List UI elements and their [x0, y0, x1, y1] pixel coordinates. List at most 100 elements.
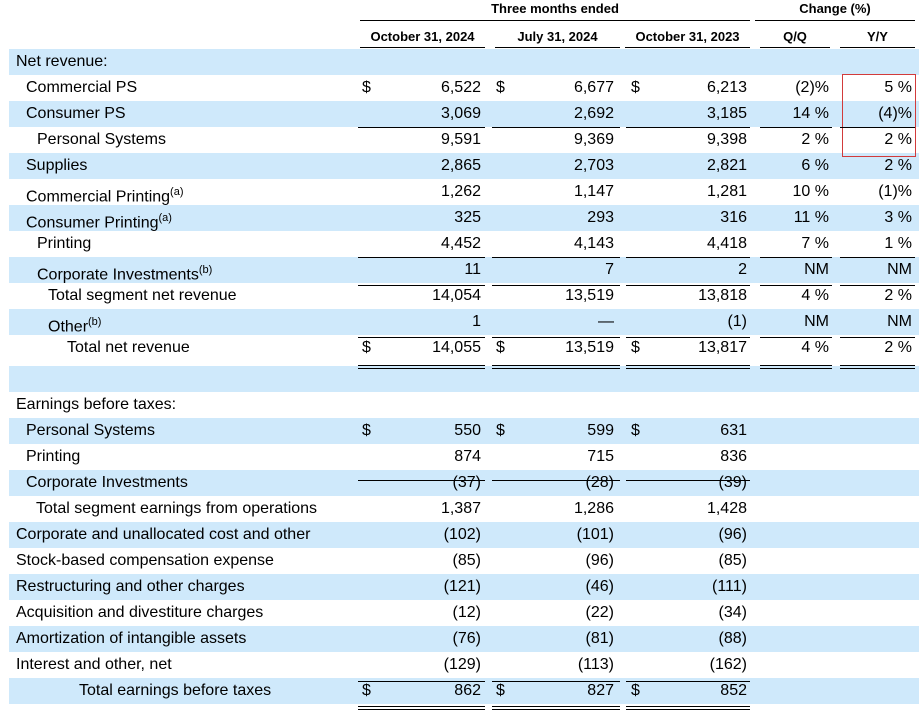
value-c3: (34)	[718, 604, 747, 621]
value-c1: 874	[454, 448, 481, 465]
footnote-marker: (a)	[158, 212, 172, 224]
section-spacer	[9, 366, 919, 392]
subtotal-rule-total-segment-4	[840, 337, 915, 338]
subtotal-rule-corporate-investments-2	[626, 285, 750, 286]
row-label: Commercial Printing(a)	[26, 179, 184, 205]
value-c1: 862	[454, 682, 481, 699]
col-header-yy: Y/Y	[867, 29, 888, 44]
value-c3: 9,398	[706, 131, 747, 148]
row-label-text: Personal Systems	[26, 422, 155, 439]
subtotal-rule-corporate-investments-1	[492, 285, 620, 286]
revenue-row-personal-systems: Personal Systems 9,591 9,369 9,398 2 % 2 %	[9, 127, 919, 153]
row-label: Total net revenue	[67, 335, 190, 361]
row-label: Supplies	[26, 153, 87, 179]
revenue-row-other: Other(b) 1 — (1) NM NM	[9, 309, 919, 335]
revenue-row-printing: Printing 4,452 4,143 4,418 7 % 1 %	[9, 231, 919, 257]
change-qq: 6 %	[801, 157, 829, 174]
value-c3: 6,213	[706, 79, 747, 96]
row-label: Consumer Printing(a)	[26, 205, 172, 231]
col-underline-3	[625, 47, 750, 48]
value-c1: (12)	[452, 604, 481, 621]
value-c3: 2	[738, 261, 747, 278]
yy-highlight-box	[842, 74, 916, 157]
dollar-sign: $	[496, 339, 505, 356]
row-label: Commercial PS	[26, 75, 137, 101]
change-yy: 2 %	[884, 287, 912, 304]
ebt-top-rule-0	[358, 681, 485, 682]
change-yy: NM	[887, 261, 912, 278]
value-c3: (39)	[718, 474, 747, 491]
value-c1: (121)	[443, 578, 481, 595]
value-c2: (113)	[577, 656, 614, 673]
subtotal-rule-total-segment-1	[492, 337, 620, 338]
row-label: Printing	[37, 231, 91, 257]
footnote-marker: (b)	[198, 264, 213, 276]
earnings-row-restructuring-and-other-charges: Restructuring and other charges (121) (46)…	[9, 574, 919, 600]
row-label: Restructuring and other charges	[16, 574, 245, 600]
value-c2: (101)	[576, 526, 614, 543]
value-c1: 1,387	[440, 500, 481, 517]
value-c3: 2,821	[706, 157, 747, 174]
change-qq: 11 %	[793, 209, 829, 226]
value-c1: (85)	[452, 552, 481, 569]
row-label-text: Printing	[26, 448, 81, 465]
value-c2: 13,519	[565, 339, 614, 356]
value-c3: (1)	[727, 313, 747, 330]
value-c2: (22)	[585, 604, 614, 621]
row-label-text: Restructuring and other charges	[16, 578, 245, 595]
row-label-text: Other	[48, 318, 89, 336]
change-qq: 2 %	[801, 131, 829, 148]
revenue-row-supplies: Supplies 2,865 2,703 2,821 6 % 2 %	[9, 153, 919, 179]
row-label-text: Amortization of intangible assets	[16, 630, 247, 647]
row-label: Acquisition and divestiture charges	[16, 600, 263, 626]
change-yy: 3 %	[884, 209, 912, 226]
earnings-row-acquisition-and-divestiture-charges: Acquisition and divestiture charges (12) (…	[9, 600, 919, 626]
row-label-text: Commercial Printing	[26, 188, 171, 206]
total-revenue-double-rule-4	[840, 365, 915, 369]
row-label-text: Interest and other, net	[16, 656, 172, 673]
footnote-marker: (b)	[88, 316, 102, 328]
row-label-text: Acquisition and divestiture charges	[16, 604, 264, 621]
value-c3: 631	[720, 422, 747, 439]
dollar-sign: $	[496, 682, 505, 699]
subtotal-rule-printing-0	[358, 257, 485, 258]
earnings-row-interest-and-other-net: Interest and other, net (129) (113) (162)	[9, 652, 919, 678]
value-c3: 1,428	[706, 500, 747, 517]
dollar-sign: $	[496, 422, 505, 439]
revenue-row-consumer-ps: Consumer PS 3,069 2,692 3,185 14 % (4)%	[9, 101, 919, 127]
subtotal-rule-personal-systems-2	[626, 127, 750, 128]
revenue-row-consumer-printing: Consumer Printing(a) 325 293 316 11 % 3 %	[9, 205, 919, 231]
value-c2: 6,677	[573, 79, 614, 96]
col-underline-4	[760, 47, 830, 48]
earnings-row-total-earnings-before-taxes: Total earnings before taxes $ $ $862 827 852	[9, 678, 919, 704]
col-header-oct-2023: October 31, 2023	[635, 29, 740, 44]
subtotal-rule-segment-earnings-1	[492, 480, 620, 481]
value-c1: 4,452	[440, 235, 481, 252]
row-label-text: Supplies	[26, 157, 88, 174]
value-c2: 9,369	[573, 131, 614, 148]
col-underline-1	[360, 47, 485, 48]
change-qq: 14 %	[792, 105, 829, 122]
row-label-text: Consumer PS	[26, 105, 126, 122]
value-c3: 316	[720, 209, 747, 226]
change-qq: NM	[804, 313, 829, 330]
col-underline-5	[840, 47, 915, 48]
change-qq: (2)%	[795, 79, 829, 96]
dollar-sign: $	[362, 79, 371, 96]
value-c1: 14,054	[432, 287, 481, 304]
earnings-row-total-segment-earnings-from-operations: Total segment earnings from operations 1,…	[9, 496, 919, 522]
value-c2: 13,519	[565, 287, 614, 304]
dollar-sign: $	[362, 339, 371, 356]
row-label: Personal Systems	[37, 127, 166, 153]
change-qq: NM	[804, 261, 829, 278]
value-c2: 599	[587, 422, 614, 439]
revenue-row-total-net-revenue: Total net revenue $ $ $14,055 13,519 13,817 4 …	[9, 335, 919, 361]
row-label: Printing	[26, 444, 80, 470]
dollar-sign: $	[496, 79, 505, 96]
value-c1: 2,865	[440, 157, 481, 174]
value-c2: —	[598, 313, 614, 330]
row-label: Stock-based compensation expense	[16, 548, 274, 574]
row-label: Amortization of intangible assets	[16, 626, 246, 652]
dollar-sign: $	[362, 682, 371, 699]
value-c3: 13,817	[698, 339, 747, 356]
